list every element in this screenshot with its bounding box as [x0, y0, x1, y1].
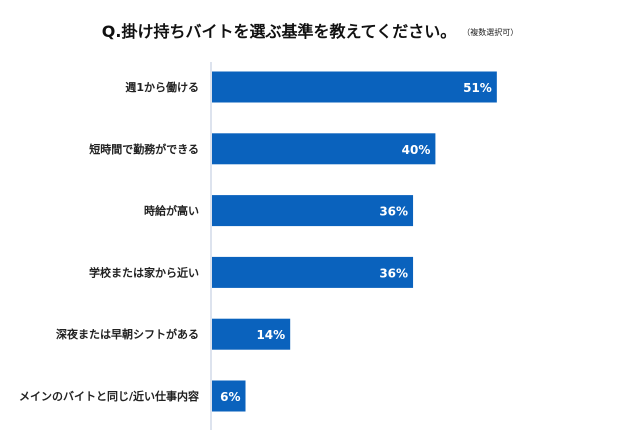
- category-label: 短時間で勤務ができる: [89, 142, 199, 156]
- data-label: 6%: [220, 390, 240, 404]
- category-label: メインのバイトと同じ/近い仕事内容: [19, 389, 199, 403]
- chart-title: Q.掛け持ちバイトを選ぶ基準を教えてください。: [101, 22, 457, 41]
- bar: [212, 380, 246, 412]
- chart-subtitle: （複数選択可）: [466, 28, 519, 37]
- category-label: 週1から働ける: [125, 80, 199, 94]
- data-label: 14%: [256, 328, 285, 342]
- bar: [212, 195, 414, 227]
- bar: [212, 71, 497, 103]
- bar: [212, 318, 291, 350]
- category-label: 時給が高い: [144, 204, 199, 218]
- data-label: 36%: [379, 266, 408, 280]
- bar: [212, 256, 414, 288]
- data-label: 36%: [379, 205, 408, 219]
- data-label: 51%: [463, 81, 492, 95]
- chart-title-block: Q.掛け持ちバイトを選ぶ基準を教えてください。 （複数選択可）: [0, 18, 620, 42]
- category-label: 学校または家から近い: [89, 265, 199, 279]
- data-label: 40%: [402, 143, 431, 157]
- category-label: 深夜または早朝シフトがある: [56, 327, 199, 341]
- bar: [212, 133, 436, 165]
